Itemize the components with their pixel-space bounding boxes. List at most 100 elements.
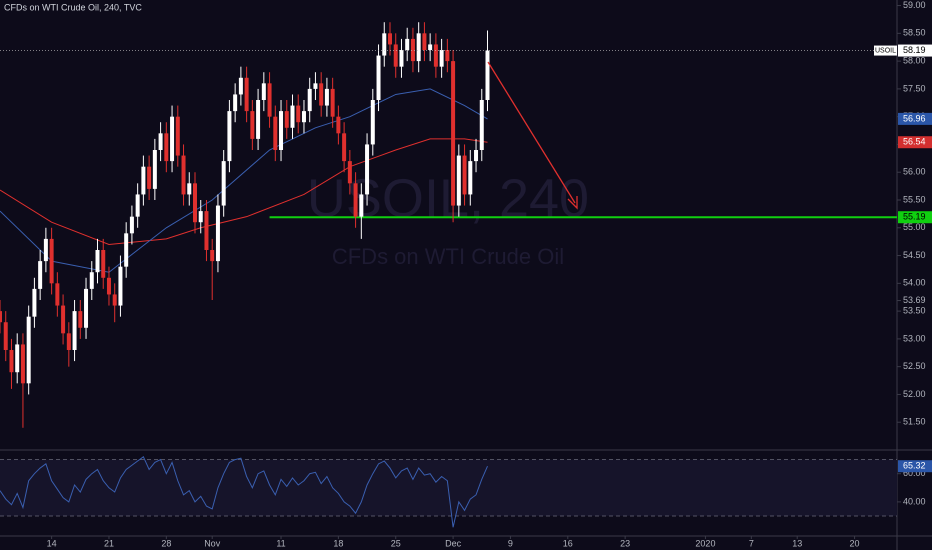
x-tick-label: Nov (204, 538, 221, 548)
candle-body (474, 150, 479, 162)
candle-body (43, 238, 48, 262)
x-tick-label: 18 (333, 538, 343, 548)
level-tag (898, 211, 932, 224)
candle-body (468, 161, 473, 195)
rsi-tag (898, 460, 932, 473)
candle-body (250, 111, 255, 139)
x-tick-label: 11 (276, 538, 285, 548)
candle-body (244, 77, 249, 112)
candle-body (410, 38, 415, 62)
candle-body (112, 294, 117, 306)
candle-body (301, 111, 306, 123)
x-tick-label: 13 (792, 538, 802, 548)
candle-body (256, 100, 261, 139)
candle-body (342, 133, 347, 162)
candle-body (204, 211, 209, 250)
candle-body (15, 344, 20, 373)
y-tick-label: 53.69 (903, 295, 926, 305)
y-tick-label: 52.50 (903, 361, 926, 371)
plot-area (0, 22, 897, 428)
candle-body (3, 322, 8, 350)
candle-body (376, 55, 381, 100)
candle-body (215, 205, 220, 262)
candle-body (324, 88, 329, 106)
trend-arrow-head (567, 196, 578, 210)
candle-body (422, 33, 427, 50)
candle-body (141, 166, 146, 195)
candle-body (336, 116, 341, 134)
y-tick-label: 59.00 (903, 0, 926, 10)
candle-body (84, 288, 89, 328)
candle-body (456, 155, 461, 206)
candle-body (49, 238, 54, 284)
y-tick-label: 54.00 (903, 278, 926, 288)
candle-body (416, 33, 421, 62)
candle-body (347, 161, 352, 184)
candle-body (365, 144, 370, 195)
x-tick-label: 28 (161, 538, 171, 548)
candle-body (284, 111, 289, 128)
candle-body (106, 277, 111, 295)
candle-body (319, 83, 324, 106)
y-tick-label: 57.50 (903, 83, 926, 93)
candle-body (170, 116, 175, 162)
candle-body (462, 155, 467, 195)
candle-body (233, 94, 238, 112)
x-tick-label: 9 (508, 538, 513, 548)
candle-body (279, 111, 284, 150)
candle-body (221, 161, 226, 206)
candle-body (152, 150, 157, 189)
candle-body (382, 33, 387, 56)
candle-body (227, 111, 232, 162)
candle-body (124, 233, 129, 267)
candle-body (198, 211, 203, 223)
candle-body (267, 83, 272, 117)
y-tick-label: 54.50 (903, 250, 926, 260)
candle-body (210, 250, 215, 262)
candle-body (101, 250, 106, 278)
candle-body (32, 288, 37, 317)
candle-body (439, 50, 444, 67)
candle-body (147, 166, 152, 189)
rsi-tick-label: 60.00 (903, 468, 926, 478)
x-tick-label: 2020 (695, 538, 715, 548)
x-tick-label: 21 (104, 538, 114, 548)
price-tag-label: 56.96 (903, 113, 926, 123)
price-tag (898, 112, 932, 125)
candle-body (164, 133, 169, 162)
trend-arrow (487, 61, 576, 204)
y-tick-label: 58.00 (903, 55, 926, 65)
candle-body (445, 50, 450, 62)
candle-body (273, 116, 278, 150)
candle-body (118, 266, 123, 306)
candle-body (20, 344, 25, 384)
x-tick-label: 25 (391, 538, 401, 548)
y-tick-label: 51.50 (903, 417, 926, 427)
x-tick-label: 14 (47, 538, 57, 548)
price-tag-label: 58.19 (903, 45, 926, 55)
candle-body (313, 83, 318, 89)
chart-title: CFDs on WTI Crude Oil, 240, TVC (4, 2, 142, 12)
candle-body (66, 333, 71, 350)
candle-body (72, 311, 77, 350)
y-tick-label: 53.50 (903, 305, 926, 315)
price-tag-label: 56.54 (903, 137, 926, 147)
rsi-line (0, 456, 488, 528)
x-tick-label: 20 (850, 538, 860, 548)
candle-body (296, 105, 301, 123)
candle-body (135, 194, 140, 217)
candle-body (175, 116, 180, 156)
candle-body (479, 100, 484, 150)
candle-body (451, 61, 456, 206)
candle-body (158, 133, 163, 150)
candle-body (428, 44, 433, 50)
candle-body (78, 311, 83, 328)
candle-body (353, 183, 358, 217)
level-tag-label: 55.19 (903, 212, 926, 222)
candle-body (187, 183, 192, 195)
y-tick-label: 55.50 (903, 194, 926, 204)
candle-body (433, 44, 438, 67)
candle-body (38, 261, 43, 289)
candle-body (238, 77, 243, 95)
